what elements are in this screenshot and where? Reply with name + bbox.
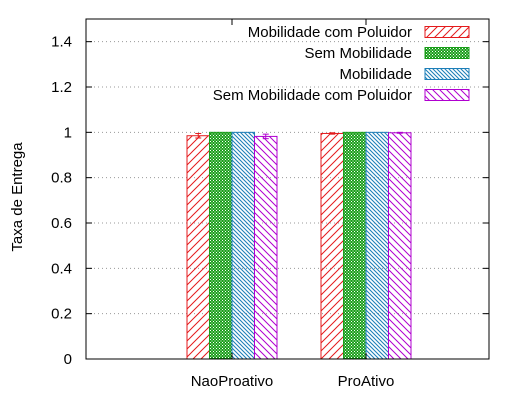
y-ticks-layer: 0 0.2 0.4 0.6 0.8 1 1.2 1.4 xyxy=(51,19,489,368)
y-tick-label: 1.4 xyxy=(51,34,72,51)
bar xyxy=(231,131,255,360)
legend-label: Sem Mobilidade xyxy=(304,45,412,62)
bar xyxy=(186,135,210,360)
legend-swatch xyxy=(424,47,470,59)
y-tick-label: 0 xyxy=(64,351,72,368)
y-axis-title: Taxa de Entrega xyxy=(9,142,26,252)
legend-label: Sem Mobilidade com Poluidor xyxy=(213,87,412,104)
legend-swatch xyxy=(424,26,470,38)
y-tick-label: 0.2 xyxy=(51,306,72,323)
bar xyxy=(388,132,412,360)
bar xyxy=(365,131,389,360)
legend: Mobilidade com Poluidor Sem Mobilidade Mob… xyxy=(213,24,470,104)
frame-layer xyxy=(85,18,490,360)
bars-layer xyxy=(186,131,412,360)
legend-swatch xyxy=(424,89,470,101)
plot-frame xyxy=(85,18,490,360)
legend-swatch xyxy=(424,68,470,80)
category-labels-layer: NaoProativo ProAtivo xyxy=(191,373,395,390)
bar xyxy=(343,131,367,360)
grid-layer xyxy=(86,41,489,315)
bar xyxy=(320,132,344,360)
x-category-label: ProAtivo xyxy=(338,373,395,390)
y-tick-label: 1.2 xyxy=(51,79,72,96)
bar xyxy=(254,135,278,360)
legend-label: Mobilidade xyxy=(339,66,412,83)
y-tick-label: 0.8 xyxy=(51,170,72,187)
x-category-label: NaoProativo xyxy=(191,373,274,390)
legend-label: Mobilidade com Poluidor xyxy=(248,24,412,41)
y-tick-label: 1 xyxy=(64,124,72,141)
y-tick-label: 0.4 xyxy=(51,260,72,277)
bar xyxy=(209,131,233,360)
y-tick-label: 0.6 xyxy=(51,215,72,232)
